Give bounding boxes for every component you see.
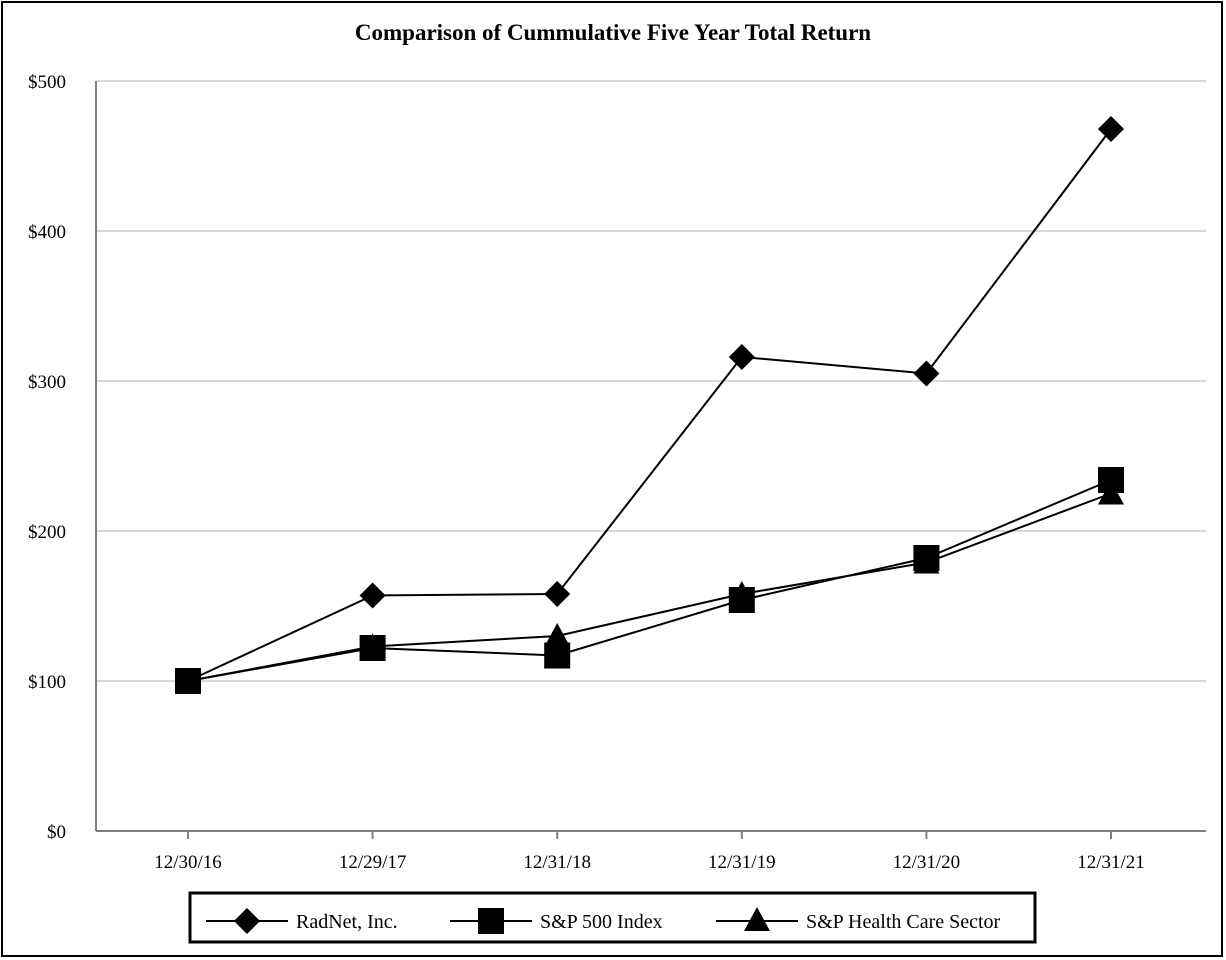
series-layer	[175, 116, 1124, 694]
x-tick-label: 12/31/18	[523, 852, 591, 873]
x-tick-label: 12/31/21	[1077, 852, 1145, 873]
legend-label: RadNet, Inc.	[296, 911, 398, 933]
data-point-diamond	[175, 668, 201, 694]
y-tick-label: $0	[47, 822, 66, 843]
data-point-square	[544, 642, 571, 669]
data-point-triangle	[544, 623, 571, 648]
legend: RadNet, Inc. S&P 500 Index S&P Health Care…	[188, 891, 1037, 944]
x-tick-label: 12/31/20	[893, 852, 961, 873]
legend-marker-square	[478, 908, 504, 934]
legend-marker-triangle	[744, 907, 770, 932]
axes: $0 $100 $200 $300 $400 $500 12/30/16 12/29/17 12…	[28, 72, 1206, 873]
legend-marker-diamond	[234, 908, 260, 934]
data-point-diamond	[728, 344, 755, 370]
y-tick-label: $300	[28, 372, 66, 393]
series-line	[187, 128, 1112, 682]
legend-label: S&P 500 Index	[540, 911, 663, 933]
data-point-diamond	[913, 360, 940, 387]
data-point-diamond	[1098, 116, 1124, 142]
x-tick-label: 12/30/16	[154, 852, 222, 873]
data-point-square	[1098, 467, 1124, 493]
legend-label: S&P Health Care Sector	[806, 911, 1001, 933]
gridlines	[96, 80, 1206, 682]
data-point-square	[913, 545, 940, 571]
y-tick-label: $200	[28, 522, 66, 543]
x-tick-label: 12/29/17	[339, 852, 407, 873]
legend-box	[188, 891, 1037, 944]
data-point-diamond	[544, 581, 571, 607]
y-tick-label: $500	[28, 72, 66, 93]
data-point-diamond	[359, 582, 386, 609]
series-line	[187, 479, 1112, 682]
data-point-square	[359, 635, 386, 661]
y-tick-label: $100	[28, 672, 66, 693]
chart-title: Comparison of Cummulative Five Year Tota…	[355, 20, 871, 45]
data-point-square	[728, 587, 755, 613]
y-tick-label: $400	[28, 222, 66, 243]
x-tick-label: 12/31/19	[708, 852, 776, 873]
series-line	[187, 492, 1112, 682]
